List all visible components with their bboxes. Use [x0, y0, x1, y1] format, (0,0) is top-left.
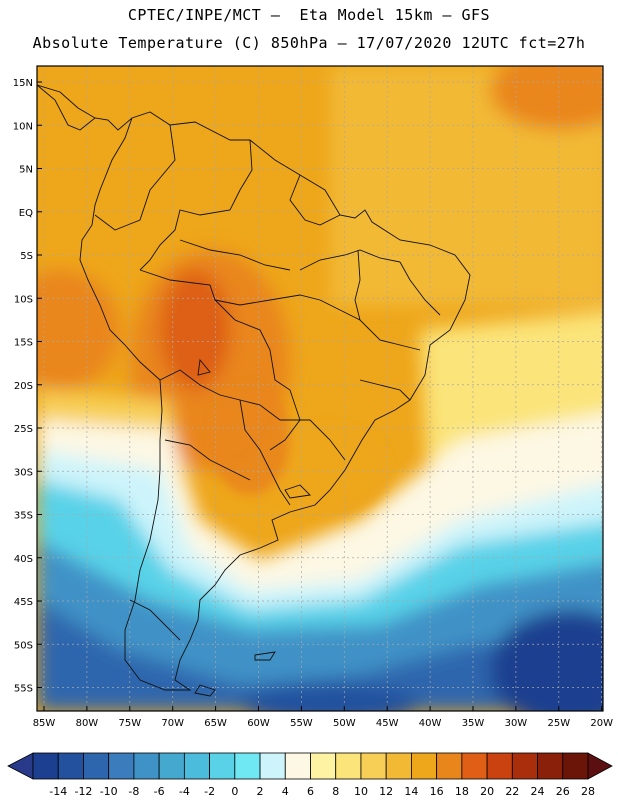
longitude-labels: 85W 80W 75W 70W 65W 60W 55W 50W 45W 40W 35W 30W 25W 2… [33, 718, 613, 729]
colorbar-swatch [209, 752, 236, 780]
colorbar [7, 752, 613, 780]
title-line-2: Absolute Temperature (C) 850hPa – 17/07/… [32, 34, 586, 52]
colorbar-label: 18 [455, 785, 469, 798]
lat-label: 10S [14, 294, 33, 305]
colorbar-swatch [183, 752, 210, 780]
lat-label: EQ [19, 208, 33, 219]
colorbar-swatch [537, 752, 564, 780]
colorbar-label: -6 [154, 785, 165, 798]
colorbar-label: 14 [404, 785, 418, 798]
colorbar-label: -14 [49, 785, 67, 798]
lat-label: 20S [14, 381, 33, 392]
colorbar-swatch [284, 752, 311, 780]
colorbar-label: 26 [556, 785, 570, 798]
colorbar-label: -4 [179, 785, 190, 798]
lon-label: 70W [161, 718, 184, 729]
colorbar-swatch [436, 752, 463, 780]
lat-label: 30S [14, 467, 33, 478]
lat-label: 15N [13, 78, 33, 89]
colorbar-swatch [310, 752, 337, 780]
colorbar-label: -2 [204, 785, 215, 798]
colorbar-label: -12 [74, 785, 92, 798]
colorbar-swatch [108, 752, 135, 780]
colorbar-swatch [486, 752, 513, 780]
lat-label: 5N [19, 165, 33, 176]
colorbar-label: 22 [505, 785, 519, 798]
colorbar-swatch [259, 752, 286, 780]
colorbar-swatch [562, 752, 589, 780]
lat-label: 45S [14, 597, 33, 608]
lat-label: 10N [13, 121, 33, 132]
colorbar-label: 4 [282, 785, 289, 798]
colorbar-label: 0 [231, 785, 238, 798]
coastlines-and-borders [37, 84, 471, 697]
lon-label: 30W [505, 718, 528, 729]
lon-label: 20W [590, 718, 613, 729]
title-line-1: CPTEC/INPE/MCT – Eta Model 15km – GFS [127, 6, 491, 24]
colorbar-swatch [360, 752, 387, 780]
colorbar-swatch [461, 752, 488, 780]
lon-label: 85W [33, 718, 56, 729]
lon-label: 50W [333, 718, 356, 729]
lon-label: 35W [462, 718, 485, 729]
colorbar-swatch [133, 752, 160, 780]
colorbar-label: -8 [128, 785, 139, 798]
lat-label: 50S [14, 640, 33, 651]
colorbar-labels: -14 -12 -10 -8 -6 -4 -2 0 2 4 6 8 10 12 14 16 18 20 22 24 26… [49, 785, 595, 798]
axis-ticks [37, 81, 603, 711]
lon-label: 55W [290, 718, 313, 729]
colorbar-label: -10 [100, 785, 118, 798]
colorbar-swatch [511, 752, 538, 780]
graticule [37, 66, 603, 711]
lon-label: 80W [76, 718, 99, 729]
lon-label: 25W [547, 718, 570, 729]
lat-label: 35S [14, 511, 33, 522]
temperature-field [37, 66, 603, 711]
colorbar-swatch [158, 752, 185, 780]
colorbar-label: 20 [480, 785, 494, 798]
map-frame [36, 65, 604, 712]
lat-label: 5S [20, 251, 33, 262]
colorbar-swatch [335, 752, 362, 780]
colorbar-label: 12 [379, 785, 393, 798]
lat-label: 40S [14, 554, 33, 565]
colorbar-swatch [32, 752, 59, 780]
colorbar-label: 16 [430, 785, 444, 798]
colorbar-swatch [83, 752, 110, 780]
colorbar-swatch [57, 752, 84, 780]
colorbar-label: 2 [257, 785, 264, 798]
colorbar-min-arrow [7, 752, 34, 780]
colorbar-max-arrow [587, 752, 613, 780]
lat-label: 15S [14, 338, 33, 349]
lon-label: 65W [204, 718, 227, 729]
colorbar-label: 24 [531, 785, 545, 798]
colorbar-label: 6 [307, 785, 314, 798]
lon-label: 75W [118, 718, 141, 729]
lon-label: 40W [419, 718, 442, 729]
colorbar-label: 10 [354, 785, 368, 798]
colorbar-swatch [385, 752, 412, 780]
colorbar-label: 8 [332, 785, 339, 798]
lat-label: 25S [14, 424, 33, 435]
latitude-labels: 15N 10N 5N EQ 5S 10S 15S 20S 25S 30S 35S 40S 45S 50S 5… [13, 78, 33, 695]
colorbar-swatch [234, 752, 261, 780]
colorbar-label: 28 [581, 785, 595, 798]
lon-label: 60W [247, 718, 270, 729]
lat-label: 55S [14, 684, 33, 695]
colorbar-swatch [411, 752, 438, 780]
lon-label: 45W [376, 718, 399, 729]
